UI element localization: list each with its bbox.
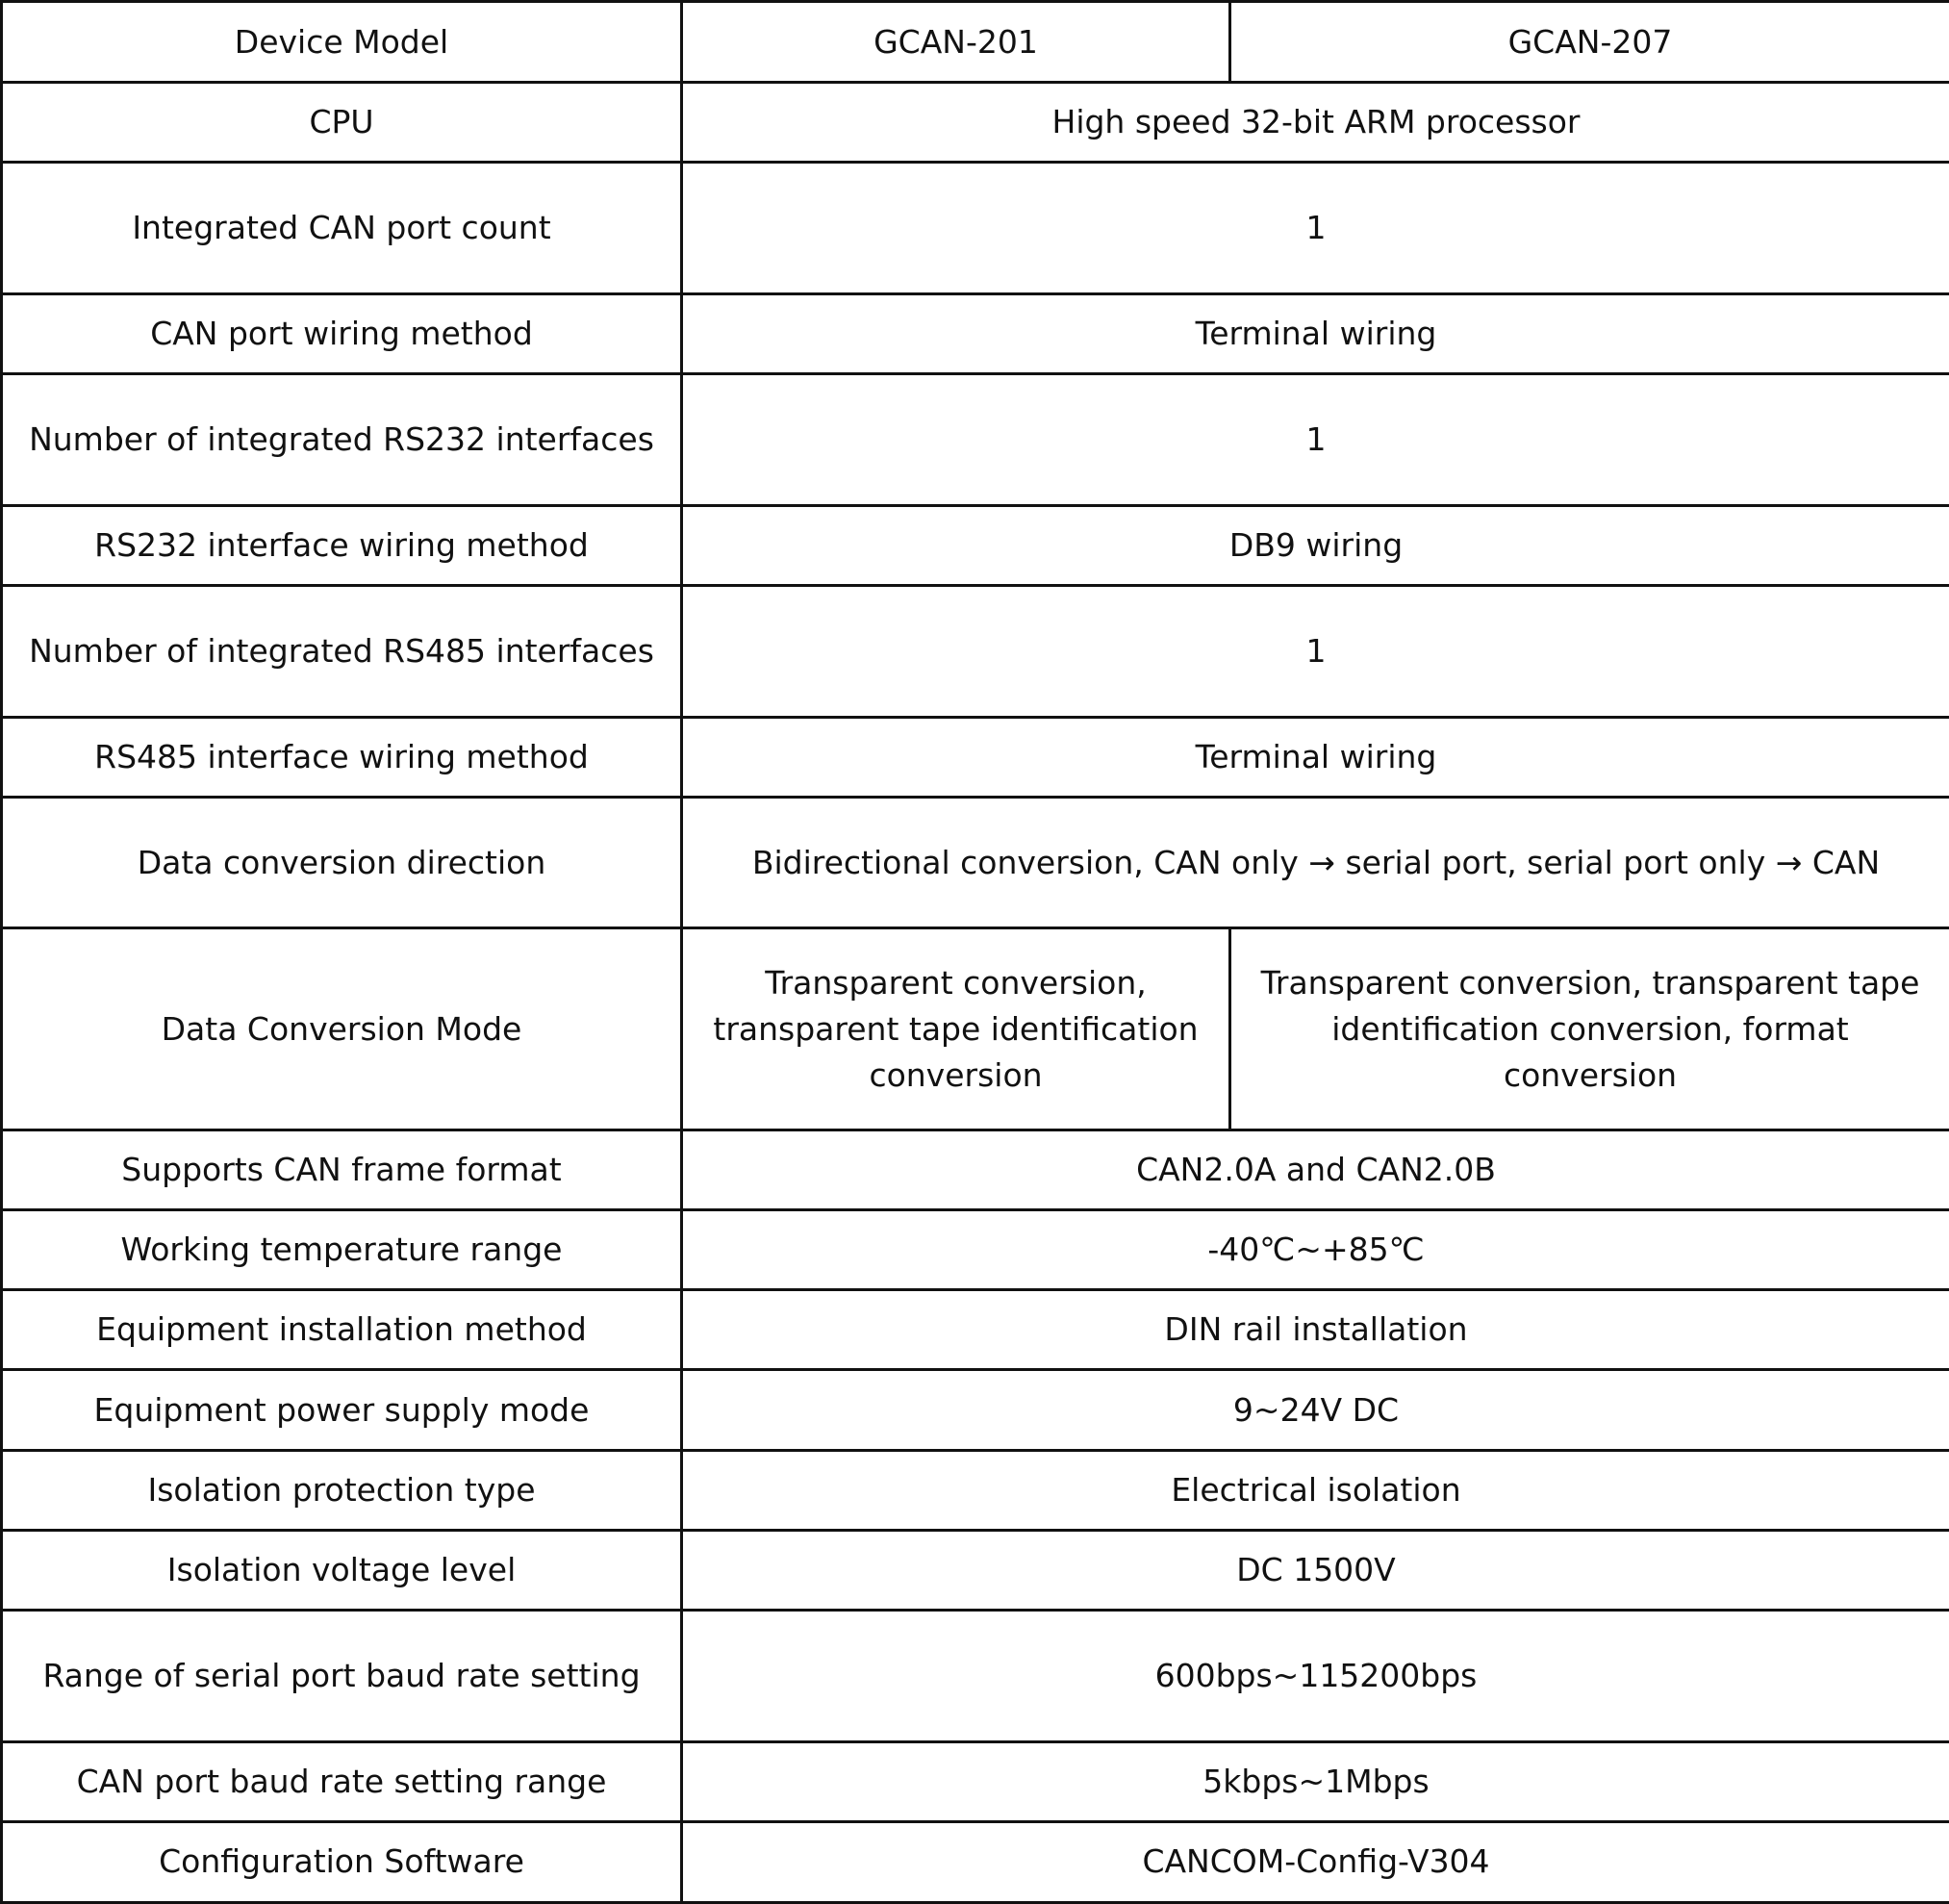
row-label: CAN port wiring method	[0, 292, 683, 376]
row-label: RS232 interface wiring method	[0, 503, 683, 587]
row-value: 600bps~115200bps	[680, 1608, 1949, 1743]
table-row: CAN port baud rate setting range 5kbps~1M…	[0, 1739, 1949, 1823]
row-value: CANCOM-Config-V304	[680, 1819, 1949, 1904]
row-value: 1	[680, 583, 1949, 719]
row-label: Configuration Software	[0, 1819, 683, 1904]
header-label: Device Model	[0, 0, 683, 85]
table-row: Number of integrated RS232 interfaces 1	[0, 372, 1949, 507]
row-value-gcan-207: Transparent conversion, transparent tape…	[1228, 927, 1949, 1131]
row-label: Equipment power supply mode	[0, 1368, 683, 1452]
row-value: Bidirectional conversion, CAN only → ser…	[680, 795, 1949, 930]
row-label: Supports CAN frame format	[0, 1128, 683, 1212]
model-gcan-207: GCAN-207	[1228, 0, 1949, 85]
row-label: CPU	[0, 81, 683, 165]
model-gcan-201: GCAN-201	[680, 0, 1231, 85]
row-label: Data conversion direction	[0, 795, 683, 930]
row-label: Working temperature range	[0, 1208, 683, 1292]
table-row: Configuration Software CANCOM-Config-V304	[0, 1819, 1949, 1904]
row-label: Range of serial port baud rate setting	[0, 1608, 683, 1743]
row-value: CAN2.0A and CAN2.0B	[680, 1128, 1949, 1212]
row-value: DB9 wiring	[680, 503, 1949, 587]
table-row: RS232 interface wiring method DB9 wiring	[0, 503, 1949, 587]
table-row: Equipment installation method DIN rail in…	[0, 1288, 1949, 1372]
row-value: High speed 32-bit ARM processor	[680, 81, 1949, 165]
row-value: -40℃~+85℃	[680, 1208, 1949, 1292]
table-row: Equipment power supply mode 9~24V DC	[0, 1368, 1949, 1452]
row-label: Equipment installation method	[0, 1288, 683, 1372]
row-value: Terminal wiring	[680, 292, 1949, 376]
row-label: Isolation protection type	[0, 1448, 683, 1532]
table-row: Integrated CAN port count 1	[0, 161, 1949, 295]
table-row: Isolation protection type Electrical isol…	[0, 1448, 1949, 1532]
row-value: Terminal wiring	[680, 715, 1949, 799]
table-row: CAN port wiring method Terminal wiring	[0, 292, 1949, 376]
table-row: Range of serial port baud rate setting 60…	[0, 1608, 1949, 1743]
table-row: CPU High speed 32-bit ARM processor	[0, 81, 1949, 165]
row-value: 9~24V DC	[680, 1368, 1949, 1452]
row-value: 1	[680, 372, 1949, 507]
header-row: Device Model GCAN-201 GCAN-207	[0, 0, 1949, 85]
table-row: Data conversion direction Bidirectional c…	[0, 795, 1949, 930]
row-label: RS485 interface wiring method	[0, 715, 683, 799]
table-row: Supports CAN frame format CAN2.0A and CAN…	[0, 1128, 1949, 1212]
row-value: Electrical isolation	[680, 1448, 1949, 1532]
row-label: Number of integrated RS232 interfaces	[0, 372, 683, 507]
table-row: Number of integrated RS485 interfaces 1	[0, 583, 1949, 719]
row-value: 5kbps~1Mbps	[680, 1739, 1949, 1823]
row-label: CAN port baud rate setting range	[0, 1739, 683, 1823]
row-label: Number of integrated RS485 interfaces	[0, 583, 683, 719]
table-row: Data Conversion Mode Transparent convers…	[0, 927, 1949, 1131]
table-row: Isolation voltage level DC 1500V	[0, 1528, 1949, 1612]
row-value: DIN rail installation	[680, 1288, 1949, 1372]
row-label: Integrated CAN port count	[0, 161, 683, 295]
row-label: Isolation voltage level	[0, 1528, 683, 1612]
table-row: Working temperature range -40℃~+85℃	[0, 1208, 1949, 1292]
row-value: 1	[680, 161, 1949, 295]
table-row: RS485 interface wiring method Terminal wi…	[0, 715, 1949, 799]
row-value: DC 1500V	[680, 1528, 1949, 1612]
row-value-gcan-201: Transparent conversion, transparent tape…	[680, 927, 1231, 1131]
row-label: Data Conversion Mode	[0, 927, 683, 1131]
